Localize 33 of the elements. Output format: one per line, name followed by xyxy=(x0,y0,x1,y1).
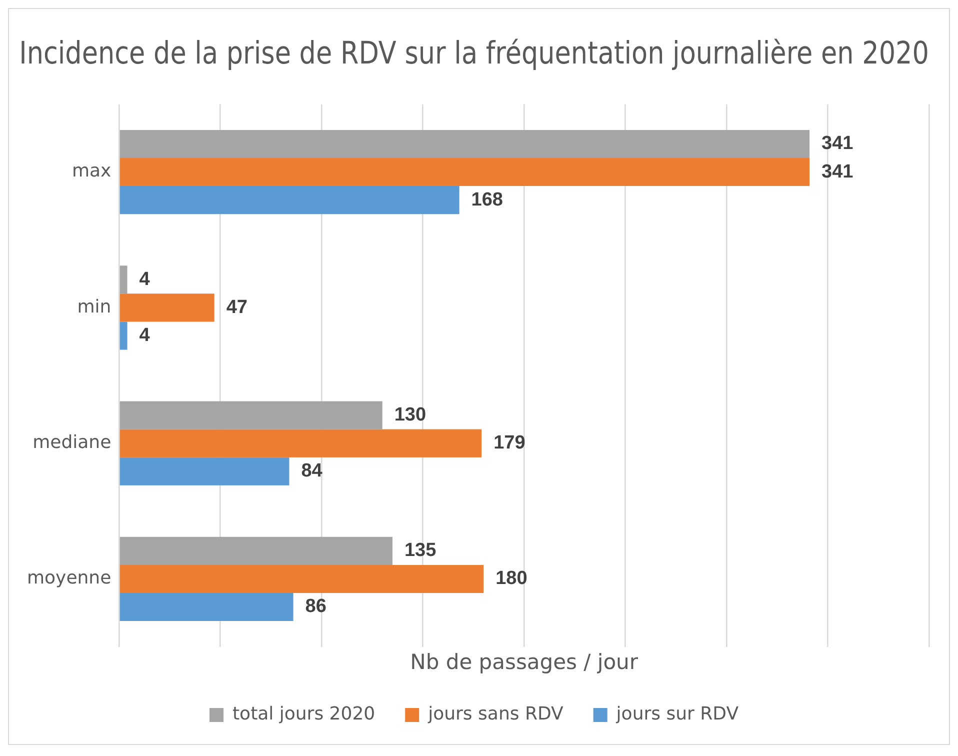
bar xyxy=(120,158,810,186)
data-label: 341 xyxy=(822,133,854,154)
data-label: 180 xyxy=(496,568,528,590)
bar xyxy=(120,564,484,593)
bar xyxy=(120,592,294,622)
data-label: 86 xyxy=(305,596,326,618)
data-label: 179 xyxy=(494,432,526,454)
legend-label: jours sur RDV xyxy=(615,704,740,725)
data-label: 130 xyxy=(394,404,426,426)
bar xyxy=(120,322,128,350)
bar xyxy=(120,266,128,294)
x-axis-title: Nb de passages / jour xyxy=(410,650,638,674)
bar xyxy=(120,186,460,214)
data-label: 135 xyxy=(404,540,437,562)
data-label: 4 xyxy=(139,324,150,346)
y-tick-label: moyenne xyxy=(26,568,112,589)
data-label: 341 xyxy=(822,161,854,182)
y-tick-label: max xyxy=(72,160,112,182)
legend-label: jours sans RDV xyxy=(427,704,564,725)
bar xyxy=(120,429,482,458)
bar xyxy=(120,130,810,158)
y-tick-label: mediane xyxy=(32,432,112,453)
data-label: 4 xyxy=(139,268,150,290)
bar xyxy=(120,294,214,322)
bar xyxy=(120,457,290,486)
data-label: 84 xyxy=(301,460,323,482)
chart-title: Incidence de la prise de RDV sur la fréquentation journalière en 2020 xyxy=(19,34,929,72)
bar xyxy=(120,536,392,565)
bar xyxy=(120,401,382,430)
legend-label: total jours 2020 xyxy=(232,704,376,725)
y-tick-label: min xyxy=(77,296,112,318)
data-label: 168 xyxy=(471,189,503,210)
data-label: 47 xyxy=(226,296,248,318)
